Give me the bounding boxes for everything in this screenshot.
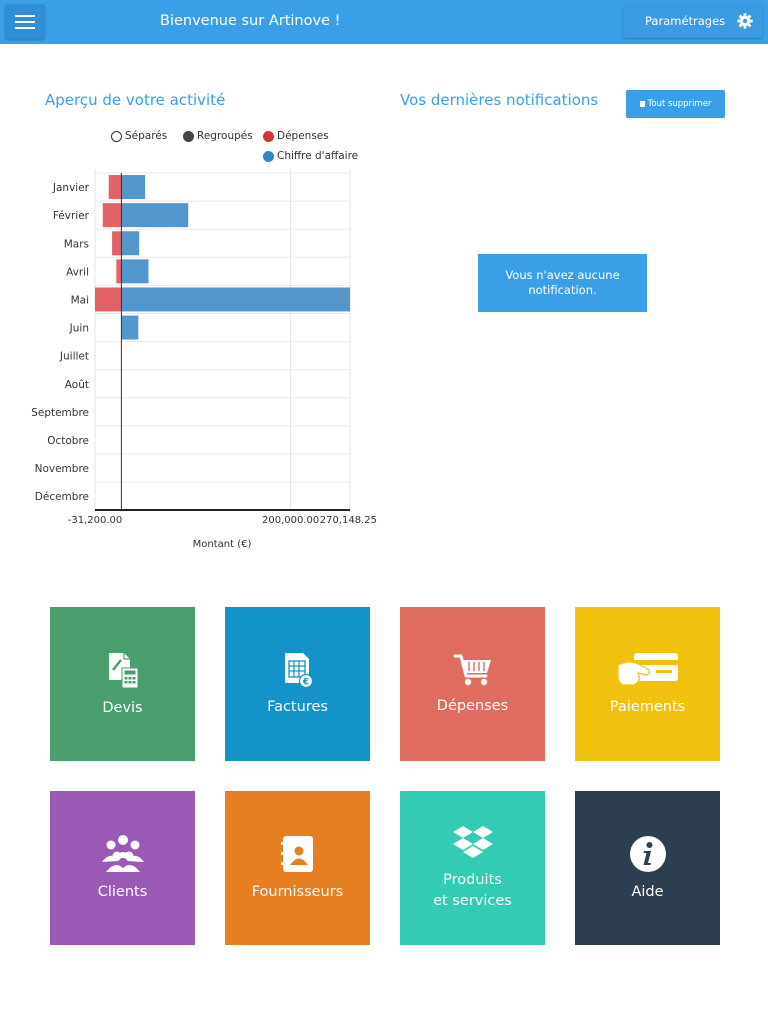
contact-book-icon [280,835,313,872]
quote-calculator-icon [108,652,138,688]
category-label: Février [53,210,90,222]
tick-label: -31,200.00 [68,515,123,526]
hamburger-icon [15,15,35,17]
tile-label: Factures [267,698,328,715]
category-label: Janvier [52,182,90,194]
legend-separated[interactable]: Séparés [111,130,167,142]
category-label: Avril [66,266,89,278]
bar [121,315,139,340]
menu-button[interactable] [5,4,45,39]
svg-text:€: € [301,677,308,687]
tile-produits-services[interactable]: Produits et services [400,791,545,945]
tile-clients[interactable]: Clients [50,791,195,945]
app-title: Bienvenue sur Artinove ! [160,13,341,29]
category-label: Octobre [47,435,89,447]
tick-label: 270,148.25 [320,515,377,526]
legend-swatch-expenses [263,130,274,142]
tick-label: 200,000.00 [262,515,319,526]
bar [108,175,122,200]
trash-icon [639,101,645,107]
tile-factures[interactable]: € Factures [225,607,370,761]
bar [121,259,149,284]
settings-label: Paramétrages [645,14,726,28]
x-axis-label: Montant (€) [193,539,252,550]
category-label: Juin [69,323,89,335]
category-label: Décembre [35,491,89,503]
settings-button[interactable]: Paramétrages [623,5,763,38]
legend-expenses[interactable]: Dépenses [263,130,329,142]
tile-paiements[interactable]: Paiements [575,607,720,761]
category-label: Novembre [35,463,89,475]
clients-group-icon [101,834,144,872]
bar [116,259,122,284]
dropbox-boxes-icon [452,826,493,858]
activity-title: Aperçu de votre activité [45,91,226,109]
bar [112,231,122,256]
legend-revenue[interactable]: Chiffre d'affaire [263,150,358,162]
bar [102,203,122,228]
bar [121,175,146,200]
bar [121,287,351,312]
tile-label: Aide [631,883,664,900]
legend-grouped[interactable]: Regroupés [183,130,253,142]
credit-card-payment-icon [616,652,678,686]
category-label: Août [65,379,89,391]
tile-label: Devis [102,699,143,716]
bar [121,203,189,228]
tile-depenses[interactable]: Dépenses [400,607,545,761]
bar [95,287,122,312]
activity-chart: Janvier Février Mars Avril Mai Juin Juillet Aoû… [31,169,377,550]
tile-label: Paiements [609,698,686,715]
notifications-title: Vos dernières notifications [400,91,599,109]
radio-filled-icon [183,130,194,142]
tile-label: Fournisseurs [251,883,344,900]
tile-label: Dépenses [436,697,509,714]
empty-notifications-message: Vous n'avez aucune notification. [478,254,647,312]
tile-label: Produits et services [433,872,512,909]
invoice-icon: € [284,652,313,688]
tile-label: Clients [97,883,148,900]
gear-icon [737,13,753,29]
category-label: Mars [64,238,89,250]
tile-aide[interactable]: Aide [575,791,720,945]
category-label: Septembre [31,407,89,419]
bar [121,231,140,256]
shopping-cart-icon [453,654,491,685]
clear-all-button[interactable]: Tout supprimer [626,90,725,118]
info-icon [629,835,666,872]
radio-empty-icon [111,130,122,142]
category-label: Juillet [59,351,89,363]
category-label: Mai [71,294,89,306]
tile-devis[interactable]: Devis [50,607,195,761]
tile-fournisseurs[interactable]: Fournisseurs [225,791,370,945]
top-bar: Bienvenue sur Artinove ! Paramétrages [0,0,768,44]
legend-swatch-revenue [263,150,274,162]
